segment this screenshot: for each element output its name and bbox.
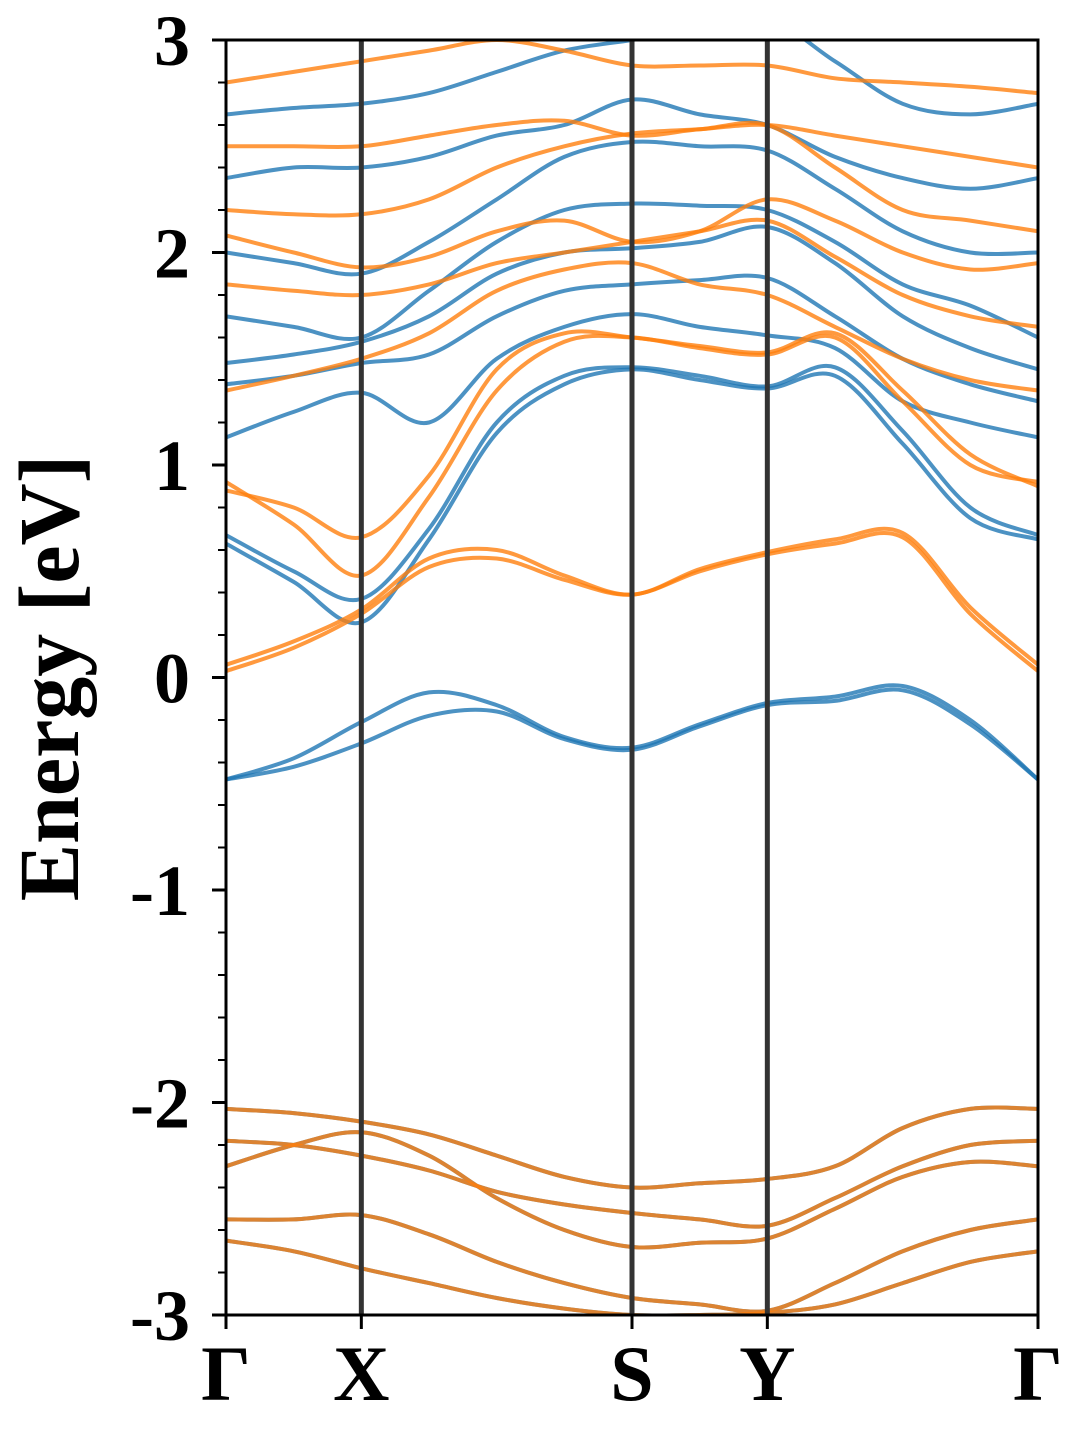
y-tick-label: -3 (130, 1276, 190, 1356)
y-tick-label: 0 (154, 639, 190, 719)
y-axis-title: Energy [eV] (1, 455, 97, 902)
y-tick-label: -1 (130, 851, 190, 931)
kpoint-label: S (610, 1330, 653, 1417)
high-symmetry-lines (358, 40, 770, 1315)
kpoint-label: Γ (1013, 1330, 1063, 1417)
y-tick-label: 3 (154, 1, 190, 81)
kpoint-label: X (333, 1330, 389, 1417)
y-tick-label: 2 (154, 214, 190, 294)
y-tick-label: 1 (154, 426, 190, 506)
y-axis-ticks: 3 2 1 0 -1 -2 -3 (130, 1, 226, 1356)
y-tick-label: -2 (130, 1064, 190, 1144)
kpoint-label: Y (739, 1330, 795, 1417)
kpoint-label: Γ (201, 1330, 251, 1417)
